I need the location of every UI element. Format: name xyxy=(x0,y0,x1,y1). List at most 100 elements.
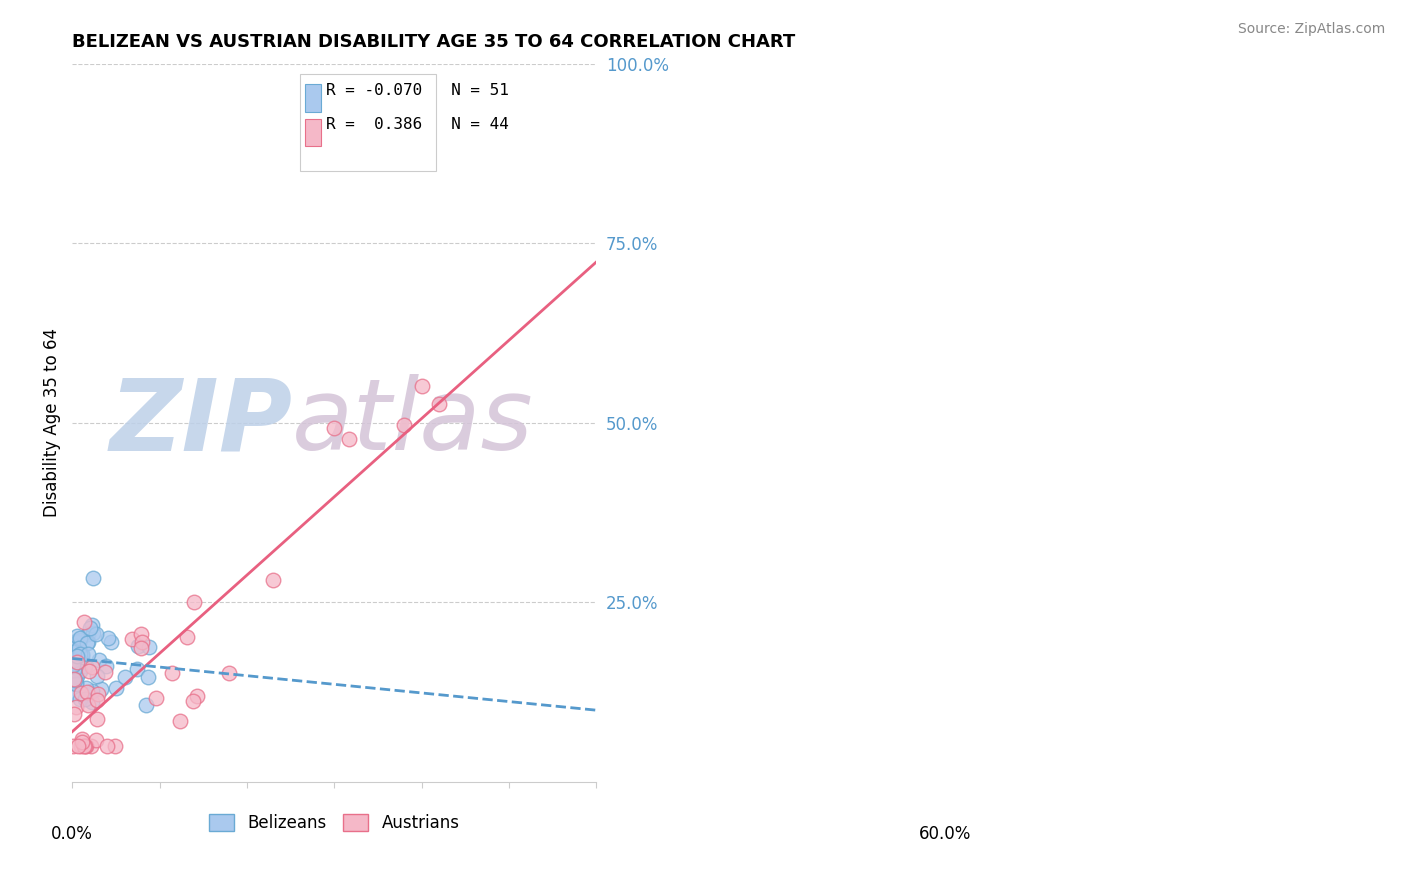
Point xyxy=(100,635,122,649)
Point xyxy=(87,653,110,667)
Point xyxy=(62,663,84,677)
Text: 60.0%: 60.0% xyxy=(920,825,972,843)
Point xyxy=(73,692,96,706)
Point xyxy=(97,631,120,645)
Point xyxy=(186,690,208,704)
Point xyxy=(66,649,89,664)
Point xyxy=(94,665,117,680)
Point xyxy=(69,632,91,647)
Point xyxy=(72,732,94,747)
Text: R = -0.070   N = 51: R = -0.070 N = 51 xyxy=(326,83,509,97)
Text: atlas: atlas xyxy=(292,375,534,471)
Point xyxy=(65,658,87,673)
Text: BELIZEAN VS AUSTRIAN DISABILITY AGE 35 TO 64 CORRELATION CHART: BELIZEAN VS AUSTRIAN DISABILITY AGE 35 T… xyxy=(72,33,796,51)
Text: 0.0%: 0.0% xyxy=(51,825,93,843)
Point xyxy=(62,658,84,673)
Point xyxy=(86,669,108,683)
Point xyxy=(76,685,98,699)
Point xyxy=(86,693,108,707)
Point xyxy=(77,635,100,649)
FancyBboxPatch shape xyxy=(305,119,321,146)
Point xyxy=(66,656,89,670)
Point xyxy=(67,641,90,656)
Point xyxy=(181,694,204,708)
Point xyxy=(77,647,100,661)
Point xyxy=(66,629,89,643)
Point xyxy=(104,739,127,754)
Point xyxy=(69,631,91,645)
Point xyxy=(114,670,136,684)
Point xyxy=(80,739,103,754)
Point xyxy=(70,734,93,748)
Point xyxy=(90,681,112,696)
Point xyxy=(66,634,89,648)
Point xyxy=(131,641,153,656)
Point xyxy=(62,739,84,754)
Point xyxy=(79,621,101,635)
Point xyxy=(121,632,143,647)
Point xyxy=(65,634,87,648)
Legend: Belizeans, Austrians: Belizeans, Austrians xyxy=(202,807,467,838)
Point xyxy=(73,739,96,754)
Point xyxy=(337,432,360,446)
Point xyxy=(82,684,104,698)
Point xyxy=(86,712,108,726)
Point xyxy=(127,663,149,677)
Point xyxy=(427,397,450,411)
Point xyxy=(129,626,152,640)
Point xyxy=(84,733,107,747)
Y-axis label: Disability Age 35 to 64: Disability Age 35 to 64 xyxy=(44,328,60,517)
Point xyxy=(65,700,87,714)
Point xyxy=(105,681,128,695)
Point xyxy=(75,739,97,753)
Point xyxy=(392,417,415,432)
Point xyxy=(65,676,87,690)
Point xyxy=(62,707,84,722)
Point xyxy=(262,573,284,587)
Text: R =  0.386   N = 44: R = 0.386 N = 44 xyxy=(326,117,509,132)
Point xyxy=(66,739,89,754)
Point xyxy=(66,669,89,683)
FancyBboxPatch shape xyxy=(299,74,436,171)
Point xyxy=(82,625,104,640)
Point xyxy=(63,653,86,667)
FancyBboxPatch shape xyxy=(305,85,321,112)
Point xyxy=(162,665,184,680)
Point xyxy=(70,647,93,661)
Point xyxy=(76,636,98,650)
Point xyxy=(79,664,101,678)
Point xyxy=(80,659,103,673)
Point xyxy=(323,421,346,435)
Point xyxy=(62,687,84,701)
Point xyxy=(63,673,86,687)
Point xyxy=(63,672,86,686)
Point xyxy=(65,676,87,690)
Point xyxy=(127,639,149,653)
Point xyxy=(131,634,153,648)
Point xyxy=(94,659,117,673)
Point xyxy=(69,664,91,678)
Point xyxy=(411,379,433,393)
Point xyxy=(62,639,84,653)
Point xyxy=(176,630,198,644)
Text: Source: ZipAtlas.com: Source: ZipAtlas.com xyxy=(1237,22,1385,37)
Point xyxy=(75,681,97,695)
Point xyxy=(72,615,94,629)
Point xyxy=(80,617,103,632)
Point xyxy=(218,665,240,680)
Point xyxy=(73,659,96,673)
Point xyxy=(87,687,110,701)
Point xyxy=(70,739,93,754)
Point xyxy=(84,626,107,640)
Point xyxy=(138,640,160,654)
Point xyxy=(62,644,84,658)
Point xyxy=(73,739,96,754)
Point xyxy=(72,648,94,663)
Point xyxy=(69,691,91,706)
Point xyxy=(82,695,104,709)
Point xyxy=(70,686,93,700)
Point xyxy=(77,698,100,713)
Point xyxy=(77,627,100,641)
Point xyxy=(135,698,157,712)
Point xyxy=(169,714,191,728)
